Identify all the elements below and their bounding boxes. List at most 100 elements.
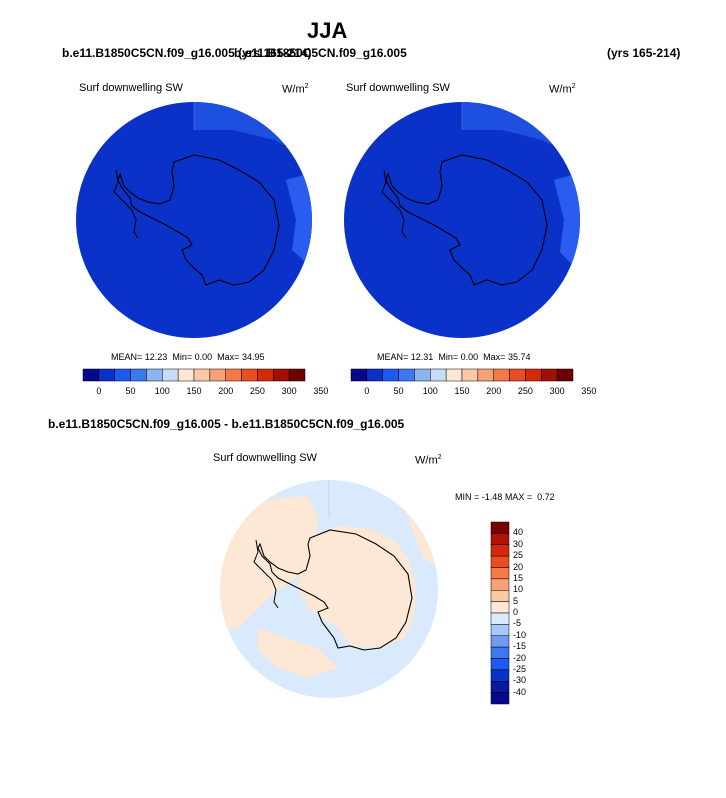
panel1-colorbar-ticks: 0 50 100 150 200 250 300 350 [82,386,328,398]
case-title-right-years: (yrs 165-214) [607,46,681,60]
panel1-units-exp: 2 [304,83,309,90]
panel1-max: 34.95 [241,352,265,362]
panel3-colorbar-tick: 40 [513,527,524,538]
panel1-colorbar-tick: 150 [186,386,202,396]
case-title-left: b.e11.B1850C5CN.f09_g16.005 (yrs 165-214… [62,46,312,60]
panel1-colorbar-tick: 0 [96,386,102,396]
panel3-colorbar-segment [490,669,510,682]
panel2-colorbar-segment [445,368,463,382]
panel1-colorbar [82,368,306,382]
panel3-stats: MIN = -1.48 MAX = 0.72 [455,492,555,502]
panel2-max: 35.74 [507,352,531,362]
page-title: JJA [307,18,348,43]
panel3-max-label: MAX = [504,492,533,502]
panel3-positive-region-land [298,526,416,648]
panel3-colorbar-segment [490,681,510,693]
panel2-colorbar-segment [493,368,510,382]
panel3-colorbar-tick: -40 [513,686,527,697]
panel1-colorbar-segment [146,368,163,382]
panel1-colorbar-segment [177,368,195,382]
panel3-antarctica [257,529,413,651]
panel3-colorbar-segment [490,567,510,580]
panel1-colorbar-segment [257,368,274,382]
panel1-min-label: Min= [172,352,193,362]
panel3-colorbar-segment [490,635,510,648]
panel3-colorbar-segment [490,692,510,705]
panel3-colorbar-segment [490,555,510,568]
panel1-colorbar-segment [288,368,306,382]
panel3-colorbar-tick: 20 [513,561,524,572]
panel3-max: 0.72 [537,492,555,502]
panel1-light-patch-right [286,172,312,270]
panel1-colorbar-tick: 100 [154,386,170,396]
panel2-units-exp: 2 [571,83,576,90]
panel3-positive-region-south [258,628,338,678]
panel3-colorbar-tick: 15 [513,572,524,583]
panel1-colorbar-segment [98,368,115,382]
panel1-colorbar-tick: 250 [249,386,265,396]
panel2-colorbar-segment [382,368,399,382]
panel2-colorbar-segment [541,368,558,382]
panel3-min: -1.48 [481,492,503,502]
panel2-colorbar-tick: 50 [393,386,404,396]
panel2-variable-label: Surf downwelling SW [346,82,450,94]
panel3-variable-label: Surf downwelling SW [213,452,317,464]
panel1-colorbar-segment [209,368,226,382]
panel3-colorbar-segment [490,521,510,534]
panel2-min: 0.00 [460,352,479,362]
panel3-colorbar-tick: 10 [513,584,524,595]
panel1-colorbar-tick: 300 [281,386,297,396]
panel3-units-exp: 2 [437,454,442,461]
panel2-colorbar-segment [414,368,431,382]
panel3-colorbar-tick: 30 [513,538,524,549]
panel2-colorbar-tick: 0 [364,386,370,396]
panel2-colorbar-segment [366,368,383,382]
panel3-colorbar-segment [490,544,510,557]
panel3-colorbar-segment [490,578,510,591]
panel2-colorbar-ticks: 0 50 100 150 200 250 300 350 [350,386,596,398]
panel1-colorbar-segment [82,368,100,382]
panel3-colorbar-segment [490,601,510,614]
panel2-colorbar-tick: 200 [486,386,502,396]
panel3-colorbar-segment [490,646,510,659]
panel2-antarctica [385,154,548,286]
panel2-colorbar-tick: 350 [581,386,597,396]
panel3-colorbar-tick: -5 [513,618,522,629]
panel3-peninsula [253,539,279,609]
panel3-colorbar-segment [490,658,510,671]
panel1-colorbar-segment [162,368,179,382]
panel2-colorbar-segment [461,368,479,382]
panel2-peninsula [381,169,407,239]
panel3-colorbar-tick: -15 [513,641,527,652]
panel2-colorbar-segment [350,368,368,382]
panel3-colorbar-segment [490,624,510,636]
panel3-colorbar-tick: -20 [513,652,527,663]
panel1-variable-label: Surf downwelling SW [79,82,183,94]
panel3-colorbar-segment [490,612,510,625]
panel3-colorbar [490,521,510,705]
panel2-colorbar-segment [556,368,574,382]
panel2-map [344,102,580,338]
panel1-colorbar-tick: 350 [313,386,329,396]
panel1-colorbar-segment [273,368,290,382]
panel2-colorbar-tick: 250 [517,386,533,396]
panel1-min: 0.00 [194,352,213,362]
panel2-units-label: W/m2 [549,83,576,96]
panel1-units-label: W/m2 [282,83,309,96]
panel1-peninsula [113,169,139,239]
panel1-units: W/m [282,83,305,96]
panel1-antarctica [117,154,280,286]
panel3-colorbar-tick: 25 [513,550,524,561]
panel3-positive-region-west [220,496,318,633]
panel2-mean: 12.31 [410,352,434,362]
panel3-colorbar-segment [490,590,510,602]
panel1-colorbar-segment [114,368,131,382]
panel3-colorbar-tick: 0 [513,607,519,617]
panel1-max-label: Max= [217,352,240,362]
panel2-colorbar-tick: 100 [422,386,438,396]
panel2-max-label: Max= [483,352,506,362]
panel3-min-label: MIN = [455,492,480,502]
panel2-colorbar-tick: 300 [549,386,565,396]
panel1-colorbar-segment [225,368,242,382]
panel2-colorbar-segment [477,368,494,382]
